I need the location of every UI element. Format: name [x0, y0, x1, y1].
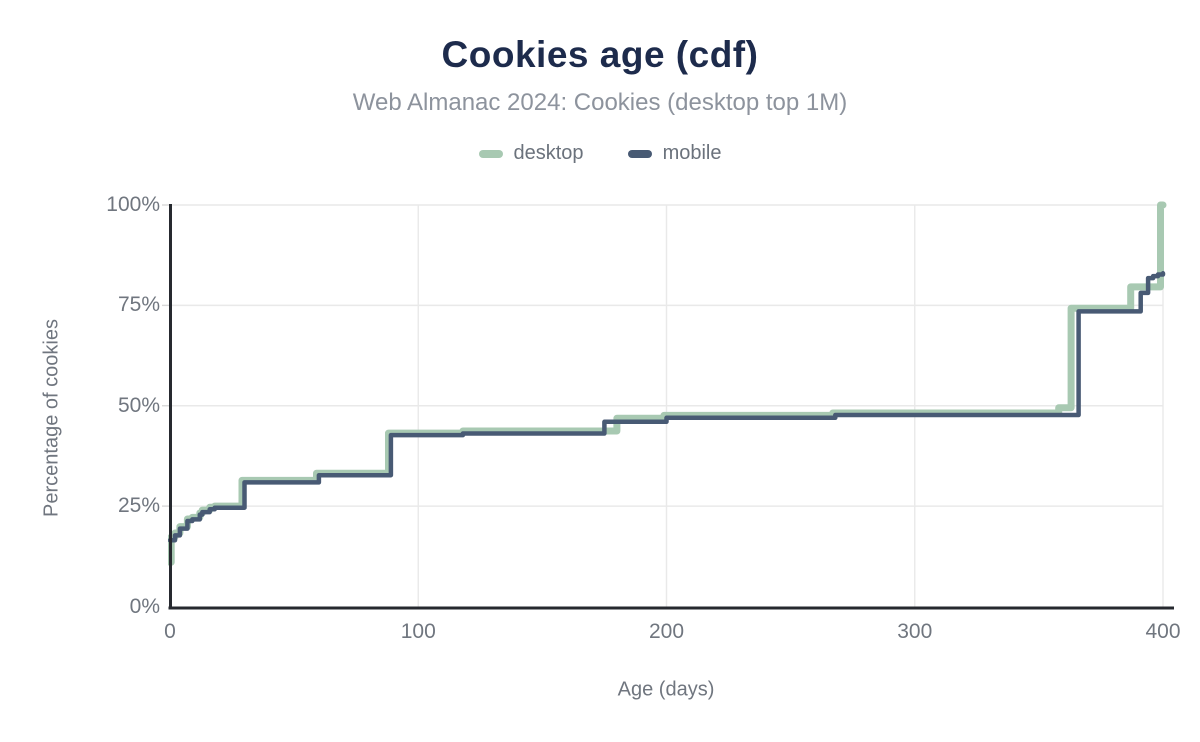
y-tick-label-50%: 50%: [117, 393, 160, 417]
legend-label-mobile: mobile: [662, 142, 722, 164]
x-tick-label-300: 300: [897, 620, 933, 643]
x-tick-label-400: 400: [1145, 620, 1181, 643]
y-tick-label-100%: 100%: [106, 193, 160, 216]
legend-item-desktop: desktop: [478, 142, 584, 165]
y-tick-label-0%: 0%: [129, 594, 160, 618]
mobile-series-line: [168, 271, 1166, 543]
legend-swatch-mobile: [627, 149, 652, 158]
y-tick-label-25%: 25%: [117, 494, 160, 518]
x-tick-label-200: 200: [648, 620, 685, 643]
y-tick-label-75%: 75%: [117, 293, 160, 317]
y-axis-title: Percentage of cookies: [40, 319, 63, 517]
legend-swatch-desktop: [478, 149, 503, 158]
x-tick-label-100: 100: [400, 620, 436, 643]
legend-item-mobile: mobile: [627, 142, 722, 165]
chart-subtitle: Web Almanac 2024: Cookies (desktop top 1…: [352, 89, 848, 116]
x-tick-label-0: 0: [164, 620, 176, 643]
x-axis-title: Age (days): [617, 678, 715, 701]
legend-label-desktop: desktop: [513, 142, 584, 164]
chart-legend: desktop mobile: [0, 142, 1200, 165]
chart-title: Cookies age (cdf): [441, 34, 759, 75]
